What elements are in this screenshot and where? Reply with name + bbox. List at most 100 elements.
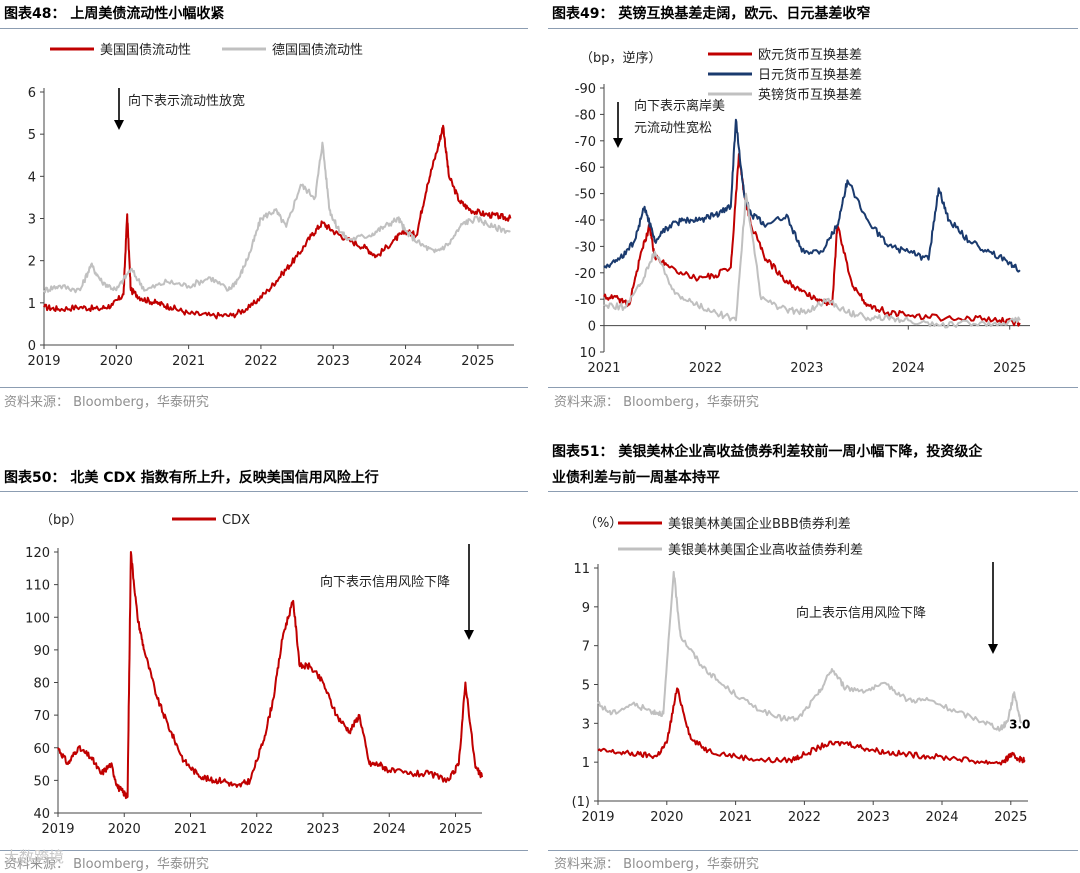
x-tick-label: 2023: [317, 354, 350, 369]
x-tick-label: 2019: [41, 822, 74, 837]
chart-50-source: 资料来源： Bloomberg，华泰研究: [4, 857, 209, 872]
x-tick-label: 2022: [240, 822, 273, 837]
y-axis-label: （bp，逆序）: [580, 50, 662, 66]
y-tick-label: -50: [575, 188, 596, 203]
y-tick-label: 0: [588, 320, 596, 335]
y-tick-label: 1: [582, 756, 590, 771]
y-tick-label: -60: [575, 161, 596, 176]
y-tick-label: 1: [28, 297, 36, 312]
x-tick-label: 2019: [27, 354, 60, 369]
annotation-text: 向下表示流动性放宽: [128, 93, 245, 109]
y-tick-label: 9: [582, 601, 590, 616]
chart-48-title-rule: [0, 28, 528, 29]
y-tick-label: 100: [25, 611, 50, 626]
y-tick-label: 110: [25, 579, 50, 594]
chart-48-plot: 0 1 2 3 4 5 6 2019 2020 2021 2022 2023 2024 2025 美国国债流…: [27, 43, 514, 369]
chart-51-bottom-rule: [548, 850, 1078, 851]
chart-48-title: 图表48： 上周美债流动性小幅收紧: [4, 6, 225, 22]
series-line-2: [597, 570, 1023, 732]
annotation-arrowhead: [613, 138, 623, 148]
x-tick-label: 2020: [650, 810, 683, 825]
y-tick-label: 2: [28, 255, 36, 270]
y-tick-label: 7: [582, 640, 590, 655]
y-tick-label: 11: [573, 562, 590, 577]
y-axis-label: （bp）: [40, 513, 83, 528]
chart-49-title-rule: [548, 28, 1078, 29]
y-tick-label: 3: [28, 213, 36, 228]
x-tick-label: 2020: [108, 822, 141, 837]
chart-49-source: 资料来源： Bloomberg，华泰研究: [554, 395, 759, 410]
annotation-text: 向上表示信用风险下降: [796, 605, 926, 621]
y-tick-label: (1): [572, 795, 590, 810]
annotation-arrowhead: [114, 120, 124, 130]
chart-48-bottom-rule: [0, 387, 528, 388]
y-tick-label: 120: [25, 546, 50, 561]
annotation-text: 向下表示离岸美: [634, 98, 725, 114]
x-tick-label: 2023: [306, 822, 339, 837]
chart-50-bottom-rule: [0, 850, 528, 851]
chart-51-source: 资料来源： Bloomberg，华泰研究: [554, 857, 759, 872]
x-tick-label: 2021: [587, 361, 620, 376]
chart-50-plot: 40 50 60 70 80 90 100 110 120 2019 2020 2021 2022 202…: [25, 513, 483, 837]
chart-51-title-line1: 图表51： 美银美林企业高收益债券利差较前一周小幅下降，投资级企: [552, 444, 983, 460]
y-tick-label: -10: [575, 293, 596, 308]
x-tick-label: 2022: [788, 810, 821, 825]
annotation-arrowhead: [464, 630, 474, 640]
y-tick-label: 40: [33, 807, 50, 822]
y-tick-label: 6: [28, 86, 36, 101]
x-tick-label: 2025: [439, 822, 472, 837]
series-line-2: [43, 141, 511, 294]
legend-label: 美国国债流动性: [100, 43, 191, 58]
series-line-3: [603, 192, 1021, 329]
legend-label: 美银美林美国企业BBB债券利差: [668, 516, 851, 532]
series-line-1: [57, 551, 483, 800]
series-line-1: [43, 124, 512, 320]
x-tick-label: 2024: [925, 810, 958, 825]
y-tick-label: -80: [575, 108, 596, 123]
x-tick-label: 2020: [100, 354, 133, 369]
y-tick-label: -20: [575, 267, 596, 282]
x-tick-label: 2019: [581, 810, 614, 825]
y-tick-label: -40: [575, 214, 596, 229]
y-tick-label: 90: [33, 644, 50, 659]
watermark-logo: 大数跨境: [4, 848, 65, 866]
x-tick-label: 2023: [790, 361, 823, 376]
y-tick-label: 60: [33, 742, 50, 757]
legend-label: 美银美林美国企业高收益债券利差: [668, 542, 863, 558]
legend-label: 日元货币互换基差: [758, 67, 862, 83]
annotation-text: 向下表示信用风险下降: [320, 574, 450, 590]
x-tick-label: 2025: [461, 354, 494, 369]
annotation-text: 元流动性宽松: [634, 120, 712, 136]
legend-label: 欧元货币互换基差: [758, 47, 862, 63]
y-tick-label: -70: [575, 135, 596, 150]
x-tick-label: 2021: [719, 810, 752, 825]
x-tick-label: 2024: [373, 822, 406, 837]
y-tick-label: 0: [28, 339, 36, 354]
x-tick-label: 2021: [172, 354, 205, 369]
x-tick-label: 2022: [689, 361, 722, 376]
y-tick-label: 10: [579, 346, 596, 361]
y-tick-label: 70: [33, 709, 50, 724]
y-axis-label: （%）: [584, 516, 622, 531]
x-tick-label: 2021: [174, 822, 207, 837]
y-tick-label: 5: [582, 679, 590, 694]
chart-51-title-line2: 业债利差与前一周基本持平: [552, 470, 720, 486]
end-value-label: 3.0: [1009, 717, 1030, 731]
legend-label: CDX: [222, 513, 250, 528]
chart-48-source: 资料来源： Bloomberg，华泰研究: [4, 395, 209, 410]
x-tick-label: 2025: [993, 361, 1026, 376]
chart-50-title: 图表50： 北美 CDX 指数有所上升，反映美国信用风险上行: [4, 470, 379, 486]
series-line-1: [603, 153, 1021, 327]
x-tick-label: 2023: [857, 810, 890, 825]
y-tick-label: 3: [582, 717, 590, 732]
y-tick-label: 4: [28, 170, 36, 185]
x-tick-label: 2024: [389, 354, 422, 369]
legend-label: 英镑货币互换基差: [758, 87, 862, 103]
x-tick-label: 2024: [892, 361, 925, 376]
x-tick-label: 2022: [244, 354, 277, 369]
y-tick-label: 50: [33, 774, 50, 789]
annotation-arrowhead: [988, 644, 998, 654]
chart-51-title-rule: [548, 491, 1078, 492]
x-tick-label: 2025: [994, 810, 1027, 825]
